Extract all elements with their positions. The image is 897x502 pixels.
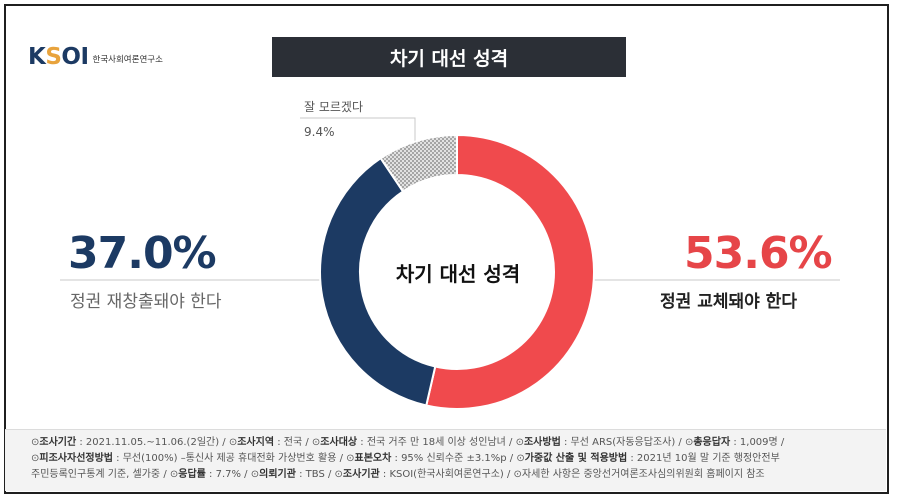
footer-note: 자세한 사항은 중앙선거여론조사심의위원회 홈페이지 참조 [521,469,765,480]
footer-value: : KSOI(한국사회여론연구소) / [379,469,514,480]
footer-value: : 2021.11.05.~11.06.(2일간) / [76,437,229,448]
footer-value: : 전국 / [274,437,312,448]
value-unknown: 9.4% [304,125,335,139]
donut-hole [360,175,554,369]
logo-mark: KSOI [28,44,89,70]
bullet-icon: ⊙ [228,437,238,448]
bullet-icon: ⊙ [346,453,355,464]
footer-key: 조사기관 [342,469,380,480]
bullet-icon: ⊙ [250,469,260,480]
logo-subtitle: 한국사회여론연구소 [92,55,163,65]
footer-value: : 무선(100%) –통신사 제공 휴대전화 가상번호 활용 / [113,453,347,464]
footer-line-1: ⊙조사기간 : 2021.11.05.~11.06.(2일간) / ⊙조사지역 … [31,435,886,451]
survey-methodology-footer: ⊙조사기간 : 2021.11.05.~11.06.(2일간) / ⊙조사지역 … [5,429,886,491]
footer-text: 주민등록인구통계 기준, 셀가중 / [31,469,170,480]
bullet-icon: ⊙ [169,469,179,480]
value-continuation: 37.0% [68,228,217,279]
footer-line-2: ⊙피조사자선정방법 : 무선(100%) –통신사 제공 휴대전화 가상번호 활… [31,451,886,467]
footer-value: : 무선 ARS(자동응답조사) / [560,437,685,448]
footer-key: 조사지역 [237,437,275,448]
footer-key: 조사방법 [523,437,561,448]
bullet-icon: ⊙ [516,453,525,464]
label-change: 정권 교체돼야 한다 [660,292,797,312]
footer-value: : 전국 거주 만 18세 이상 성인남녀 / [357,437,516,448]
footer-value: : TBS / [295,469,335,480]
chart-title: 차기 대선 성격 [272,37,626,77]
footer-value: : 2021년 10월 말 기준 행정안전부 [627,453,780,464]
footer-value: : 1,009명 / [730,437,785,448]
footer-key: 응답률 [178,469,206,480]
bullet-icon: ⊙ [515,437,524,448]
bullet-icon: ⊙ [334,469,343,480]
footer-key: 가중값 산출 및 적용방법 [524,453,628,464]
bullet-icon: ⊙ [31,437,40,448]
footer-key: 조사기간 [39,437,77,448]
footer-key: 피조사자선정방법 [39,453,113,464]
donut-center-label: 차기 대선 성격 [395,262,521,286]
label-unknown: 잘 모르겠다 [304,100,364,114]
footer-key: 총응답자 [693,437,731,448]
label-continuation: 정권 재창출돼야 한다 [70,292,222,312]
footer-key: 조사대상 [320,437,358,448]
footer-key: 의뢰기관 [259,469,296,480]
value-change: 53.6% [684,228,833,279]
bullet-icon: ⊙ [31,453,40,464]
bullet-icon: ⊙ [513,469,522,480]
footer-value: : 7.7% / [205,469,251,480]
bullet-icon: ⊙ [684,437,694,448]
ksoi-logo: KSOI 한국사회여론연구소 [28,44,163,70]
bullet-icon: ⊙ [311,437,321,448]
footer-key: 표본오차 [354,453,392,464]
footer-value: : 95% 신뢰수준 ±3.1%p / [391,453,517,464]
footer-line-3: 주민등록인구통계 기준, 셀가중 / ⊙응답률 : 7.7% / ⊙의뢰기관 :… [31,467,886,483]
